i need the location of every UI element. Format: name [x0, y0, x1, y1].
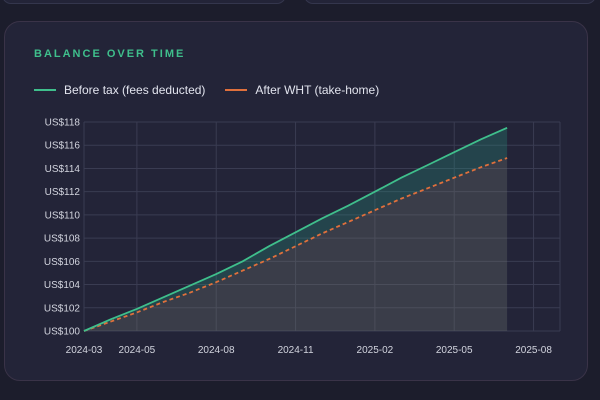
y-tick-label: US$100 [44, 327, 81, 338]
legend-label-after-wht: After WHT (take-home) [255, 83, 380, 97]
y-tick-label: US$104 [44, 280, 81, 291]
x-tick-label: 2025-08 [515, 345, 552, 356]
y-tick-label: US$116 [45, 141, 81, 152]
y-tick-label: US$108 [44, 234, 81, 245]
legend-swatch-after-wht [225, 89, 248, 91]
y-tick-label: US$114 [45, 164, 81, 175]
x-tick-label: 2024-03 [66, 345, 103, 356]
y-tick-label: US$102 [44, 303, 81, 314]
x-axis-ticks: 2024-03 2024-05 2024-08 2024-11 2025-02 2025-… [66, 345, 553, 356]
x-tick-label: 2024-05 [119, 345, 156, 356]
x-tick-label: 2025-02 [357, 345, 394, 356]
y-tick-label: US$112 [45, 187, 81, 198]
legend-label-before-tax: Before tax (fees deducted) [64, 83, 206, 97]
legend-item-after-wht[interactable]: After WHT (take-home) [225, 83, 379, 97]
legend-item-before-tax[interactable]: Before tax (fees deducted) [34, 83, 205, 97]
line-before-tax [83, 126, 508, 332]
chart-grid [83, 121, 561, 332]
y-axis-ticks: US$100 US$102 US$104 US$106 US$108 US$110 US$1… [44, 118, 81, 338]
y-tick-label: US$118 [45, 118, 81, 129]
chart-lines [83, 126, 508, 332]
panel-title: BALANCE OVER TIME [34, 48, 186, 60]
x-tick-label: 2025-05 [436, 345, 473, 356]
chart-legend: Before tax (fees deducted) After WHT (ta… [34, 83, 399, 97]
area-after-wht [84, 158, 508, 331]
x-tick-label: 2024-08 [198, 345, 235, 356]
legend-swatch-before-tax [34, 89, 56, 91]
x-tick-label: 2024-11 [278, 345, 314, 356]
y-tick-label: US$110 [45, 210, 81, 221]
y-tick-label: US$106 [44, 257, 81, 268]
